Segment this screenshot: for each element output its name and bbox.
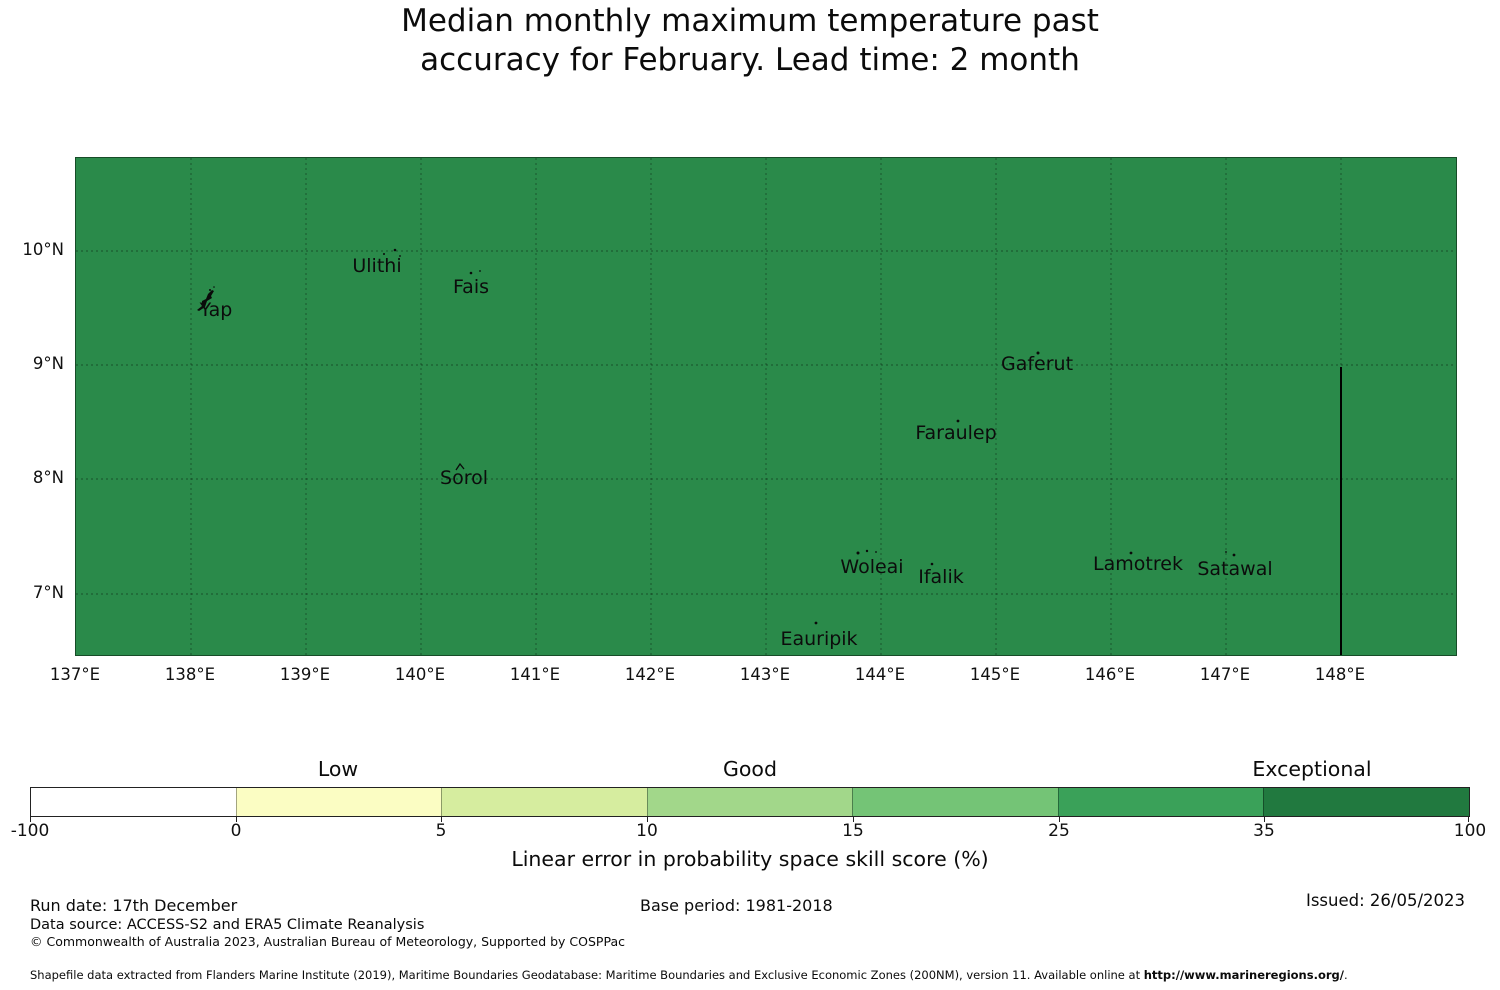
colorbar [30,787,1470,817]
colorbar-tick-5: 5 [435,821,447,841]
shapefile-url-text: http://www.marineregions.org/ [1143,968,1344,982]
plot-title: Median monthly maximum temperature past … [0,2,1500,80]
x-tick-147e: 147°E [1199,665,1251,684]
x-tick-145e: 145°E [969,665,1021,684]
colorbar-tickmark [1468,817,1469,822]
x-tick-141e: 141°E [509,665,561,684]
colorbar-segment [235,788,442,816]
colorbar-tick-100: 100 [1453,821,1487,841]
island-label-eauripik: Eauripik [780,628,858,650]
y-tick-10n: 10°N [22,240,64,259]
graticule-gridlines [76,158,1456,655]
ulithi-island-dot [393,248,397,252]
colorbar-zone-exceptional: Exceptional [1252,757,1372,781]
shapefile-suffix-text: . [1343,968,1348,982]
island-label-gaferut: Gaferut [1000,353,1074,375]
x-tick-143e: 143°E [739,665,791,684]
x-tick-144e: 144°E [854,665,906,684]
x-tick-148e: 148°E [1314,665,1366,684]
colorbar-tickmark [30,817,31,822]
data-source-text: Data source: ACCESS-S2 and ERA5 Climate … [30,917,425,933]
lamotrek-island-dot [1129,551,1133,555]
shapefile-attribution: Shapefile data extracted from Flanders M… [30,968,1348,982]
base-period-text: Base period: 1981-2018 [640,896,833,915]
plot-title-line1: Median monthly maximum temperature past [401,3,1099,39]
colorbar-zone-low: Low [317,757,359,781]
colorbar-tick-15: 15 [842,821,864,841]
x-tick-139e: 139°E [279,665,331,684]
map-overlay-graphics [76,158,1456,655]
x-tick-137e: 137°E [49,665,101,684]
colorbar-tick-25: 25 [1048,821,1070,841]
colorbar-tickmark [236,817,237,822]
map-panel: Yap Ulithi Fais Sorol Gaferut Faraulep W… [75,157,1457,656]
colorbar-tickmark [1059,817,1060,822]
colorbar-segment [1057,788,1264,816]
colorbar-segment [441,788,647,816]
colorbar-axis-label: Linear error in probability space skill … [511,847,989,871]
gaferut-island-dot [1036,351,1040,355]
island-label-ulithi: Ulithi [352,255,402,277]
colorbar-tickmark [1264,817,1265,822]
run-date-text: Run date: 17th December [30,896,238,915]
colorbar-tickmark [647,817,648,822]
sorol-island-mark [455,462,465,471]
colorbar-tick-0: 0 [230,821,242,841]
satawal-island-dot [1232,553,1236,557]
x-tick-140e: 140°E [394,665,446,684]
island-label-woleai: Woleai [840,556,904,578]
plot-title-line2: accuracy for February. Lead time: 2 mont… [420,42,1080,78]
fais-island-dot [469,271,473,275]
island-label-satawal: Satawal [1197,558,1273,580]
shapefile-note-text: Shapefile data extracted from Flanders M… [30,968,1144,982]
colorbar-segment [852,788,1058,816]
woleai-island-dot [856,551,860,555]
y-tick-8n: 8°N [32,468,64,487]
copyright-text: © Commonwealth of Australia 2023, Austra… [30,934,625,949]
x-tick-142e: 142°E [624,665,676,684]
island-label-faraulep: Faraulep [915,422,997,444]
island-label-fais: Fais [452,276,490,298]
island-marks [197,248,1236,625]
eauripik-island-dot [814,621,818,625]
x-tick-138e: 138°E [164,665,216,684]
colorbar-segment [1263,788,1470,816]
island-label-yap: Yap [199,299,233,321]
island-label-ifalik: Ifalik [918,566,964,588]
island-label-lamotrek: Lamotrek [1093,553,1183,575]
issued-date-text: Issued: 26/05/2023 [1305,891,1465,910]
colorbar-tick-10: 10 [636,821,658,841]
colorbar-segment [31,788,236,816]
y-tick-7n: 7°N [32,583,64,602]
faraulep-island-dot [956,419,960,423]
island-label-sorol: Sorol [440,467,488,489]
colorbar-tickmark [853,817,854,822]
ifalik-island-dot [930,562,934,566]
colorbar-segment [646,788,853,816]
colorbar-tick-35: 35 [1253,821,1275,841]
colorbar-zone-good: Good [723,757,777,781]
x-tick-146e: 146°E [1084,665,1136,684]
y-tick-9n: 9°N [32,354,64,373]
colorbar-tick-neg100: -100 [10,821,50,841]
colorbar-tickmark [441,817,442,822]
yap-island-shape [197,290,214,311]
